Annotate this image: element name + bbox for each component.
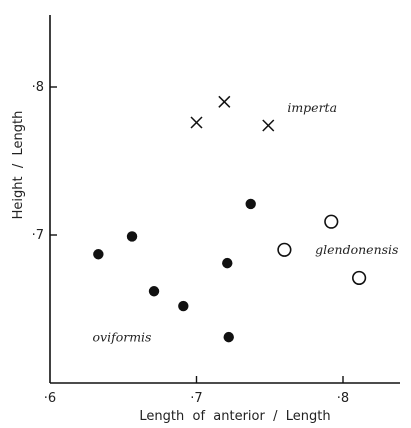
annotation-glendonensis: glendonensis: [315, 242, 398, 257]
point-imperta-cross: [218, 95, 231, 108]
point-imperta-cross: [262, 119, 275, 132]
point-oviformis-filled-circle: [178, 300, 189, 312]
point-glendonensis-open-circle: [324, 214, 339, 229]
y-tick-label: ·7: [32, 228, 44, 243]
point-oviformis-filled-circle: [223, 331, 234, 343]
point-oviformis-filled-circle: [93, 249, 104, 260]
point-oviformis-filled-circle: [222, 257, 233, 269]
y-axis-label: Height / Length: [11, 111, 26, 220]
point-glendonensis-open-circle: [352, 270, 367, 286]
x-tick-label: ·8: [337, 391, 349, 406]
x-tick-label: ·6: [44, 391, 56, 406]
point-imperta-cross: [190, 116, 203, 129]
point-oviformis-filled-circle: [245, 198, 256, 210]
annotation-imperta: imperta: [287, 100, 337, 115]
y-tick-label: ·8: [32, 80, 44, 95]
x-axis-label: Length of anterior / Length: [139, 409, 330, 424]
annotation-oviformis: oviformis: [92, 330, 151, 345]
point-glendonensis-open-circle: [277, 242, 292, 257]
point-oviformis-filled-circle: [126, 231, 138, 242]
x-tick-label: ·7: [190, 391, 202, 406]
point-oviformis-filled-circle: [148, 286, 160, 297]
